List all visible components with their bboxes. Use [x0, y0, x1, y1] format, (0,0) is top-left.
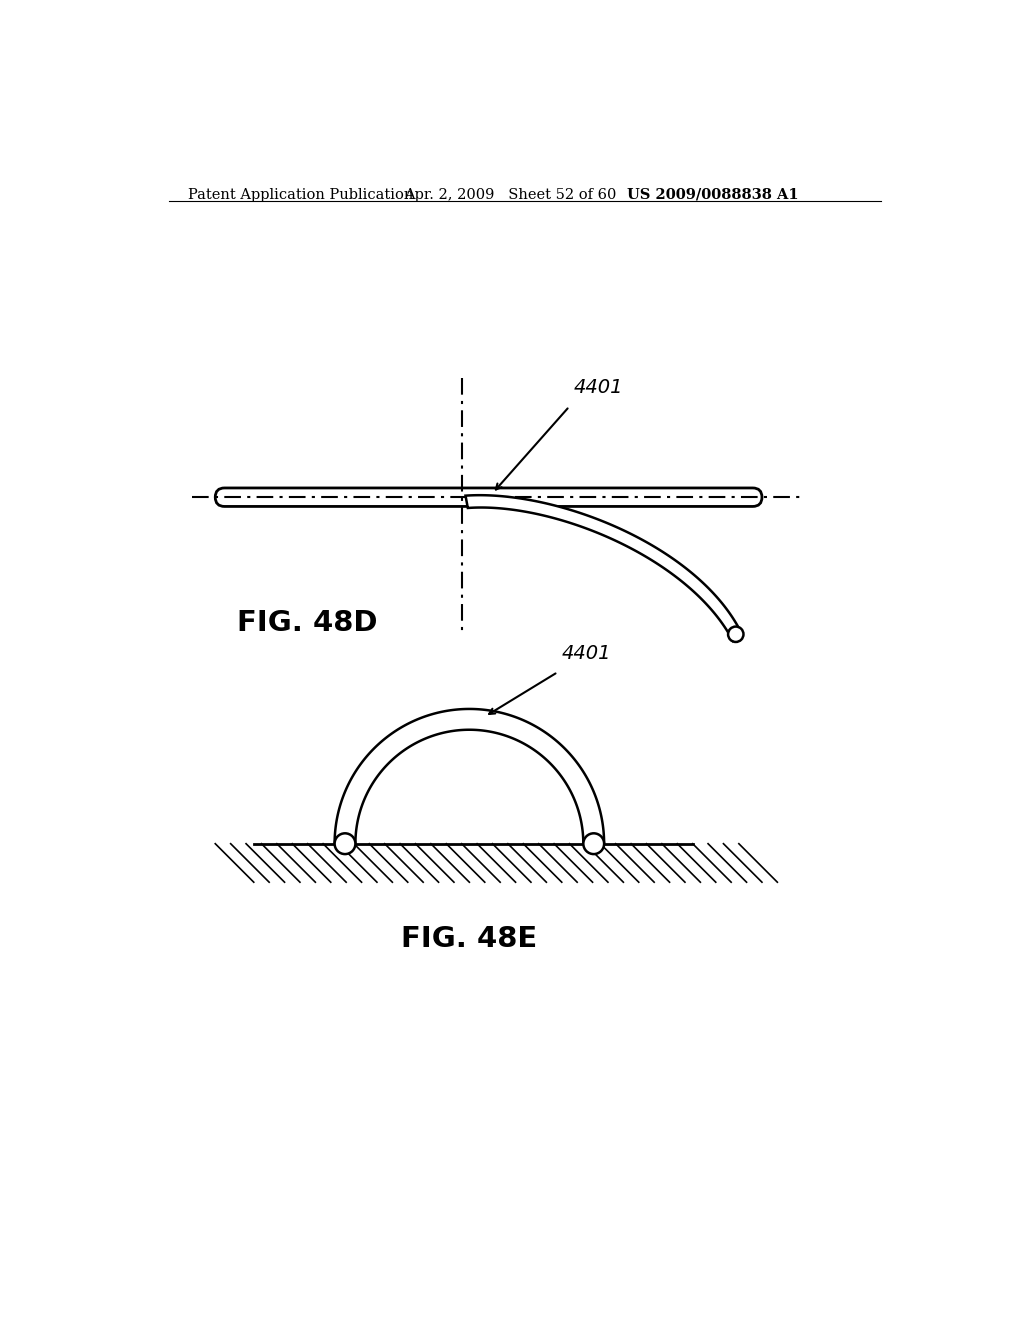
Bar: [254, 843, 692, 882]
Text: Patent Application Publication: Patent Application Publication: [188, 187, 414, 202]
Text: Apr. 2, 2009   Sheet 52 of 60: Apr. 2, 2009 Sheet 52 of 60: [403, 187, 616, 202]
Ellipse shape: [335, 833, 355, 854]
Polygon shape: [466, 495, 739, 640]
Ellipse shape: [584, 833, 604, 854]
Ellipse shape: [728, 627, 743, 642]
Text: FIG. 48E: FIG. 48E: [401, 924, 538, 953]
FancyBboxPatch shape: [215, 488, 762, 507]
Text: US 2009/0088838 A1: US 2009/0088838 A1: [628, 187, 799, 202]
Text: FIG. 48D: FIG. 48D: [238, 609, 378, 636]
Text: 4401: 4401: [573, 378, 623, 397]
Polygon shape: [335, 709, 604, 843]
Text: 4401: 4401: [562, 644, 611, 663]
